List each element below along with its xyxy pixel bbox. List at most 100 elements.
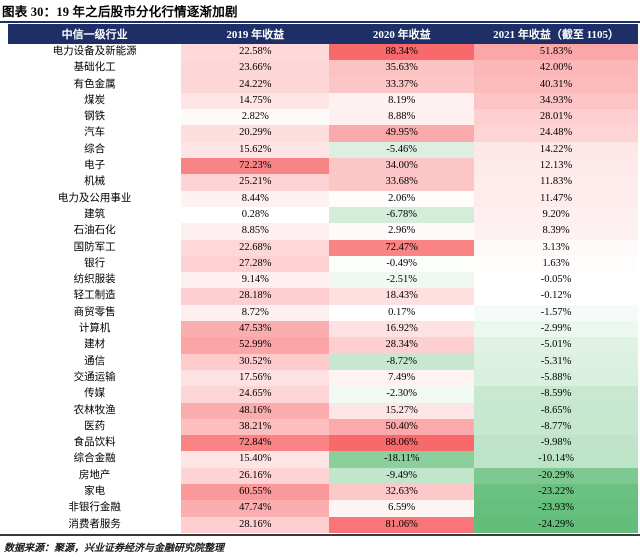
value-cell: 22.58% xyxy=(181,44,330,61)
value-cell: 9.20% xyxy=(474,206,638,224)
table-row: 电力及公用事业 8.44% 2.06% 11.47% xyxy=(8,190,638,207)
value-cell: -9.98% xyxy=(474,435,638,452)
value-cell: 72.47% xyxy=(329,239,475,256)
sector-cell: 非银行金融 xyxy=(8,500,182,517)
value-cell: 8.72% xyxy=(181,304,330,322)
table-row: 钢铁 2.82% 8.88% 28.01% xyxy=(8,109,638,126)
value-cell: 1.63% xyxy=(474,255,638,273)
table-row: 商贸零售 8.72% 0.17% -1.57% xyxy=(8,304,638,322)
value-cell: 14.75% xyxy=(181,92,330,110)
table-row: 综合金融 15.40% -18.11% -10.14% xyxy=(8,451,638,468)
table-row: 食品饮料 72.84% 88.06% -9.98% xyxy=(8,435,638,452)
table-row: 家电 60.55% 32.63% -23.22% xyxy=(8,484,638,501)
table-row: 非银行金融 47.74% 6.59% -23.93% xyxy=(8,500,638,517)
value-cell: 72.23% xyxy=(181,158,330,175)
value-cell: 35.63% xyxy=(329,60,475,77)
value-cell: 12.13% xyxy=(474,158,638,175)
table-row: 有色金属 24.22% 33.37% 40.31% xyxy=(8,76,638,93)
value-cell: 11.83% xyxy=(474,174,638,191)
table-row: 煤炭 14.75% 8.19% 34.93% xyxy=(8,92,638,110)
value-cell: -0.49% xyxy=(329,255,475,273)
sector-cell: 汽车 xyxy=(8,125,182,142)
value-cell: -6.78% xyxy=(329,206,475,224)
sector-cell: 商贸零售 xyxy=(8,304,182,322)
table-row: 纺织服装 9.14% -2.51% -0.05% xyxy=(8,272,638,289)
table-row: 建筑 0.28% -6.78% 9.20% xyxy=(8,206,638,224)
value-cell: 33.37% xyxy=(329,76,475,93)
sector-cell: 计算机 xyxy=(8,321,182,338)
value-cell: -24.29% xyxy=(474,516,638,533)
sector-cell: 建材 xyxy=(8,337,182,354)
value-cell: 8.19% xyxy=(329,92,475,110)
value-cell: 24.22% xyxy=(181,76,330,93)
sector-cell: 纺织服装 xyxy=(8,272,182,289)
value-cell: -23.93% xyxy=(474,500,638,517)
value-cell: -10.14% xyxy=(474,451,638,468)
sector-cell: 机械 xyxy=(8,174,182,191)
value-cell: 2.82% xyxy=(181,109,330,126)
value-cell: 48.16% xyxy=(181,402,330,419)
title-divider xyxy=(0,21,640,23)
sector-cell: 消费者服务 xyxy=(8,516,182,533)
value-cell: -0.05% xyxy=(474,272,638,289)
value-cell: -5.88% xyxy=(474,369,638,387)
value-cell: 40.31% xyxy=(474,76,638,93)
value-cell: 34.93% xyxy=(474,92,638,110)
value-cell: 33.68% xyxy=(329,174,475,191)
sector-cell: 房地产 xyxy=(8,467,182,485)
table-row: 基础化工 23.66% 35.63% 42.00% xyxy=(8,60,638,77)
table-row: 建材 52.99% 28.34% -5.01% xyxy=(8,337,638,354)
value-cell: 72.84% xyxy=(181,435,330,452)
value-cell: 88.06% xyxy=(329,435,475,452)
sector-cell: 传媒 xyxy=(8,386,182,403)
table-body: 电力设备及新能源 22.58% 88.34% 51.83% 基础化工 23.66% 35.6… xyxy=(8,44,638,533)
value-cell: 18.43% xyxy=(329,288,475,305)
value-cell: 32.63% xyxy=(329,484,475,501)
value-cell: 7.49% xyxy=(329,369,475,387)
value-cell: 17.56% xyxy=(181,369,330,387)
value-cell: 8.39% xyxy=(474,223,638,240)
value-cell: -9.49% xyxy=(329,467,475,485)
sector-cell: 轻工制造 xyxy=(8,288,182,305)
value-cell: -2.99% xyxy=(474,321,638,338)
value-cell: 0.28% xyxy=(181,206,330,224)
value-cell: 0.17% xyxy=(329,304,475,322)
value-cell: 25.21% xyxy=(181,174,330,191)
value-cell: 11.47% xyxy=(474,190,638,207)
table-row: 农林牧渔 48.16% 15.27% -8.65% xyxy=(8,402,638,419)
value-cell: 27.28% xyxy=(181,255,330,273)
column-header-2021: 2021 年收益（截至 1105） xyxy=(474,24,638,44)
column-header-2019: 2019 年收益 xyxy=(181,24,330,44)
value-cell: -20.29% xyxy=(474,467,638,485)
value-cell: 24.65% xyxy=(181,386,330,403)
sector-cell: 石油石化 xyxy=(8,223,182,240)
table-row: 电力设备及新能源 22.58% 88.34% 51.83% xyxy=(8,44,638,61)
table-row: 轻工制造 28.18% 18.43% -0.12% xyxy=(8,288,638,305)
value-cell: 24.48% xyxy=(474,125,638,142)
sector-cell: 有色金属 xyxy=(8,76,182,93)
value-cell: 16.92% xyxy=(329,321,475,338)
table-row: 医药 38.21% 50.40% -8.77% xyxy=(8,418,638,436)
sector-cell: 交通运输 xyxy=(8,369,182,387)
table-row: 汽车 20.29% 49.95% 24.48% xyxy=(8,125,638,142)
value-cell: 88.34% xyxy=(329,44,475,61)
value-cell: 22.68% xyxy=(181,239,330,256)
value-cell: -18.11% xyxy=(329,451,475,468)
column-header-sector: 中信一级行业 xyxy=(8,24,182,44)
value-cell: -8.72% xyxy=(329,353,475,370)
sector-cell: 通信 xyxy=(8,353,182,370)
sector-cell: 基础化工 xyxy=(8,60,182,77)
table-row: 银行 27.28% -0.49% 1.63% xyxy=(8,255,638,273)
value-cell: -2.51% xyxy=(329,272,475,289)
sector-cell: 电力及公用事业 xyxy=(8,190,182,207)
sector-cell: 国防军工 xyxy=(8,239,182,256)
figure-title: 图表 30：19 年之后股市分化行情逐渐加剧 xyxy=(2,5,238,19)
sector-returns-heatmap-table: 中信一级行业 2019 年收益 2020 年收益 2021 年收益（截至 110… xyxy=(8,24,638,533)
value-cell: 2.06% xyxy=(329,190,475,207)
sector-cell: 钢铁 xyxy=(8,109,182,126)
table-row: 综合 15.62% -5.46% 14.22% xyxy=(8,141,638,159)
value-cell: 15.27% xyxy=(329,402,475,419)
value-cell: 14.22% xyxy=(474,141,638,159)
value-cell: 9.14% xyxy=(181,272,330,289)
table-row: 石油石化 8.85% 2.96% 8.39% xyxy=(8,223,638,240)
